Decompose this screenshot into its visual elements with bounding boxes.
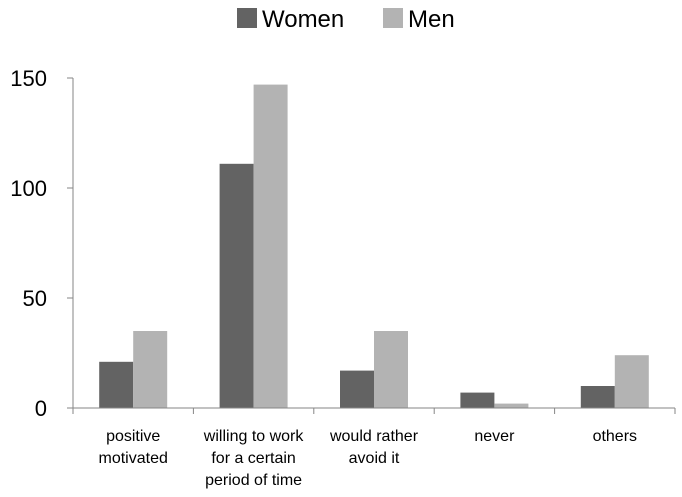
y-tick-label: 100: [10, 176, 47, 201]
bar-women: [580, 386, 615, 408]
bar-men: [253, 84, 288, 408]
legend: Women Men: [237, 6, 455, 33]
bar-men: [374, 331, 408, 408]
bar-men: [133, 331, 168, 408]
legend-swatch-women: [237, 8, 257, 28]
x-tick-label: never: [474, 428, 515, 445]
legend-label-men: Men: [408, 6, 455, 33]
bars: [99, 84, 649, 408]
legend-swatch-men: [383, 8, 403, 28]
y-tick-label: 0: [35, 396, 47, 421]
bar-women: [99, 361, 134, 408]
x-tick-label: others: [593, 428, 637, 445]
bar-men: [494, 403, 529, 408]
y-tick-label: 50: [23, 286, 47, 311]
y-axis: 0 50 100 150: [10, 66, 74, 421]
x-tick-label: willing to work for a certain period of ti…: [203, 428, 305, 489]
bar-men: [614, 355, 649, 408]
legend-label-women: Women: [262, 6, 344, 33]
bar-women: [460, 392, 495, 408]
x-tick-label: positive motivated: [99, 428, 168, 467]
y-tick-label: 150: [10, 66, 47, 91]
x-tick-label: would rather avoid it: [329, 428, 419, 467]
x-axis: positive motivated willing to work for a ce…: [72, 407, 676, 489]
bar-women: [219, 163, 254, 408]
bar-women: [340, 370, 374, 408]
